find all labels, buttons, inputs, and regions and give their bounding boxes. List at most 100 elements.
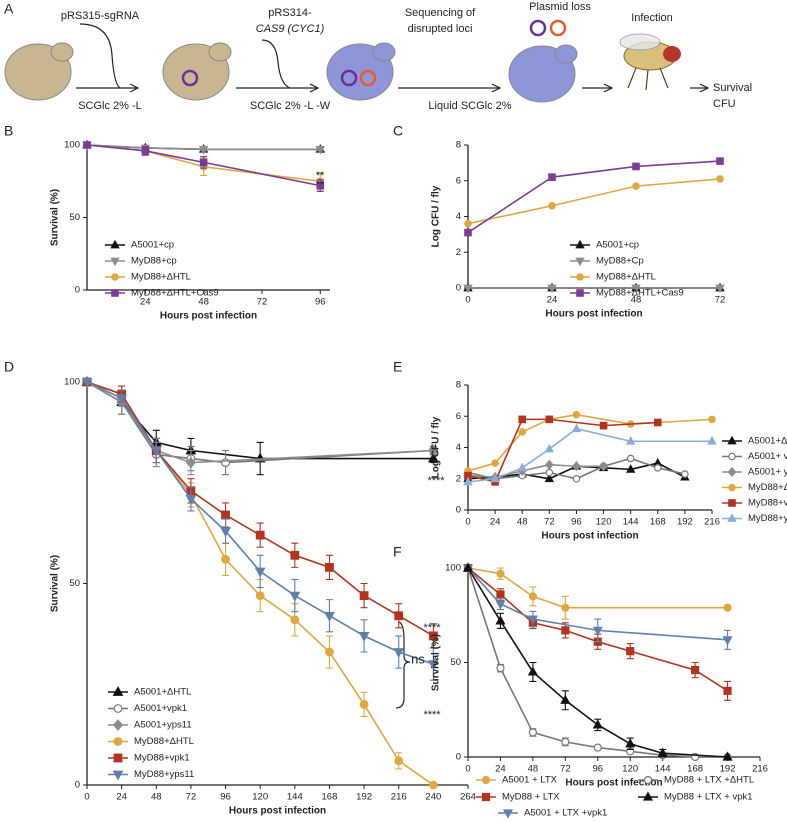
series-line xyxy=(86,144,321,151)
y-tick-label: 0 xyxy=(75,285,80,296)
marker xyxy=(198,146,209,155)
marker xyxy=(315,146,325,155)
annotation: ** xyxy=(316,170,325,182)
x-tick-label: 192 xyxy=(720,764,736,775)
plasmid xyxy=(359,69,377,87)
x-tick-label: 72 xyxy=(715,295,726,306)
series-line xyxy=(467,463,604,478)
marker xyxy=(653,464,662,472)
marker xyxy=(141,147,150,155)
panel-letter: C xyxy=(393,123,403,139)
legend-marker xyxy=(727,466,737,478)
legend-marker xyxy=(481,775,491,785)
marker xyxy=(681,470,689,478)
marker xyxy=(289,591,301,602)
legend-label: MyD88 + LTX + vpk1 xyxy=(664,792,753,803)
x-axis-title: Hours post infection xyxy=(565,778,662,789)
step-label: SCGlc 2% -L xyxy=(78,100,142,112)
legend-marker xyxy=(113,753,123,763)
series-line xyxy=(467,567,728,692)
x-tick-label: 120 xyxy=(622,764,638,775)
x-tick-label: 120 xyxy=(252,792,268,803)
marker xyxy=(221,510,230,520)
marker xyxy=(495,615,506,625)
x-tick-label: 48 xyxy=(528,764,539,775)
y-tick-label: 4 xyxy=(456,211,461,222)
x-tick-label: 144 xyxy=(287,792,303,803)
legend-label: MyD88+yps11 xyxy=(748,513,787,524)
x-tick-label: 72 xyxy=(186,792,197,803)
marker xyxy=(691,665,700,675)
step-label: Liquid SCGlc 2% xyxy=(428,100,511,112)
legend-marker xyxy=(113,704,123,713)
x-axis-title: Hours post infection xyxy=(160,311,257,322)
marker xyxy=(491,459,499,467)
marker xyxy=(83,141,91,149)
y-axis-title: Survival (%) xyxy=(431,634,442,691)
legend-label: MyD88+vpk1 xyxy=(748,498,787,509)
marker xyxy=(548,201,556,210)
marker xyxy=(625,738,636,748)
marker xyxy=(561,737,570,746)
marker xyxy=(428,631,438,641)
x-tick-label: 72 xyxy=(544,517,555,528)
marker xyxy=(394,611,404,621)
annotation: ** xyxy=(316,179,325,191)
output-label: CFU xyxy=(713,98,736,110)
legend-label: MyD88+cp xyxy=(131,256,177,267)
x-axis-title: Hours post infection xyxy=(541,531,638,542)
step-label: Sequencing of xyxy=(405,7,476,19)
legend-marker xyxy=(727,513,737,522)
marker xyxy=(599,421,608,430)
step-label: Plasmid loss xyxy=(529,1,591,13)
marker xyxy=(359,591,369,600)
marker xyxy=(324,611,335,622)
y-tick-label: 0 xyxy=(456,283,461,294)
y-tick-label: 100 xyxy=(445,563,461,574)
x-tick-label: 96 xyxy=(315,297,326,308)
step-label: pRS314- xyxy=(268,7,312,19)
legend-marker xyxy=(112,770,124,781)
x-tick-label: 72 xyxy=(257,297,268,308)
legend-label: A5001+ΔHTL xyxy=(134,687,191,698)
series-line xyxy=(467,160,721,234)
y-tick-label: 4 xyxy=(456,442,461,453)
marker xyxy=(463,476,473,486)
y-tick-label: 6 xyxy=(456,411,461,422)
marker xyxy=(221,554,230,564)
legend-marker xyxy=(112,686,124,696)
legend-marker xyxy=(111,289,119,297)
plasmid xyxy=(549,19,567,37)
legend-label: MyD88+ΔHTL xyxy=(134,736,194,747)
marker xyxy=(490,473,500,483)
y-tick-label: 0 xyxy=(456,752,461,763)
marker xyxy=(545,459,554,470)
annotation: **** xyxy=(427,475,445,487)
output-label: Survival xyxy=(713,82,752,94)
legend-marker xyxy=(576,289,584,297)
marker xyxy=(290,615,300,625)
y-tick-label: 0 xyxy=(456,505,461,516)
marker xyxy=(220,527,231,538)
marker xyxy=(572,410,581,419)
marker xyxy=(561,626,570,635)
x-tick-label: 168 xyxy=(687,764,703,775)
legend-marker xyxy=(727,435,737,445)
legend-label: A5001+cp xyxy=(596,240,639,251)
legend-marker xyxy=(111,273,119,281)
legend-label: A5001+ yps11 xyxy=(748,467,787,478)
legend-marker xyxy=(113,737,123,746)
series-line xyxy=(467,427,712,483)
marker xyxy=(316,181,325,190)
marker xyxy=(325,562,334,572)
marker xyxy=(464,228,472,237)
y-axis-title: Log CFU / fly xyxy=(431,416,442,478)
legend-label: MyD88 + LTX xyxy=(502,792,560,803)
yeast-bud xyxy=(372,42,396,62)
marker xyxy=(545,415,554,424)
x-axis-title: Hours post infection xyxy=(229,806,326,817)
marker xyxy=(592,719,603,729)
marker xyxy=(528,592,537,601)
marker xyxy=(626,454,635,463)
